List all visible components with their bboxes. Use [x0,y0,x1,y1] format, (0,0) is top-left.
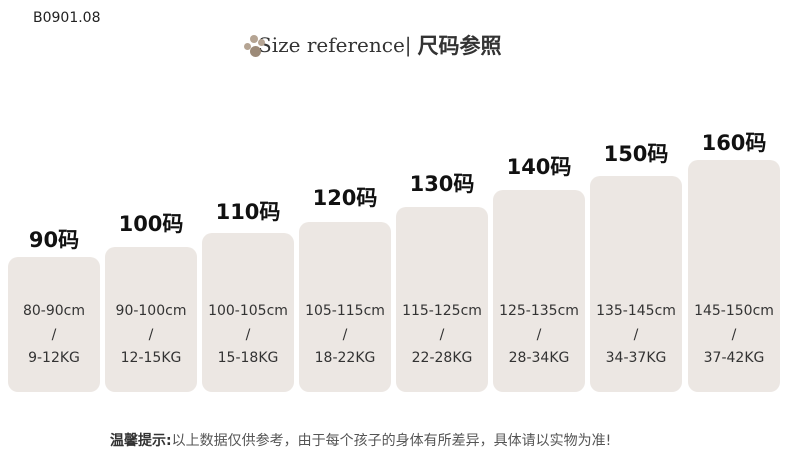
size-box [688,160,780,392]
size-info: 145-150cm / 37-42KG [688,300,780,371]
size-label: 160码 [701,131,767,155]
height-range: 145-150cm [694,303,774,319]
size-column: 160码 145-150cm / 37-42KG [688,0,780,392]
size-box [493,190,585,392]
size-info: 80-90cm / 9-12KG [8,300,100,371]
paw-icon [244,32,266,58]
size-box [105,247,197,392]
separator: / [51,326,57,343]
size-info: 135-145cm / 34-37KG [590,300,682,371]
separator: / [439,326,445,343]
size-info: 100-105cm / 15-18KG [202,300,294,371]
size-info: 115-125cm / 22-28KG [396,300,488,371]
separator: / [731,326,737,343]
height-range: 105-115cm [305,303,385,319]
height-range: 80-90cm [22,303,85,319]
notice: 温馨提示:以上数据仅供参考，由于每个孩子的身体有所差异，具体请以实物为准! [110,430,611,450]
weight-range: 22-28KG [411,350,473,366]
size-label: 150码 [603,142,669,166]
height-range: 115-125cm [402,303,482,319]
size-column: 110码 100-105cm / 15-18KG [202,0,294,392]
height-range: 90-100cm [115,303,187,319]
separator: / [148,326,154,343]
page-title: Size reference| 尺码参照 [244,30,502,60]
height-range: 100-105cm [208,303,288,319]
size-column: 150码 135-145cm / 34-37KG [590,0,682,392]
size-label: 130码 [409,172,475,196]
size-column: 100码 90-100cm / 12-15KG [105,0,197,392]
size-box [202,233,294,392]
size-label: 90码 [28,228,80,252]
size-box [299,222,391,392]
notice-label: 温馨提示: [110,433,172,449]
height-range: 125-135cm [499,303,579,319]
size-column: 130码 115-125cm / 22-28KG [396,0,488,392]
size-label: 110码 [215,200,281,224]
weight-range: 15-18KG [217,350,279,366]
weight-range: 34-37KG [605,350,667,366]
weight-range: 37-42KG [703,350,765,366]
size-label: 140码 [506,155,572,179]
size-box [396,207,488,392]
weight-range: 28-34KG [508,350,570,366]
notice-text: 以上数据仅供参考，由于每个孩子的身体有所差异，具体请以实物为准! [171,433,612,449]
size-info: 105-115cm / 18-22KG [299,300,391,371]
height-range: 135-145cm [596,303,676,319]
product-code: B0901.08 [33,10,101,26]
size-info: 90-100cm / 12-15KG [105,300,197,371]
size-label: 100码 [118,212,184,236]
size-column: 140码 125-135cm / 28-34KG [493,0,585,392]
size-column: 90码 80-90cm / 9-12KG [8,0,100,392]
size-label: 120码 [312,186,378,210]
separator: / [536,326,542,343]
title-english: Size reference| [258,33,412,57]
size-column: 120码 105-115cm / 18-22KG [299,0,391,392]
size-box [8,257,100,392]
weight-range: 9-12KG [28,350,80,366]
weight-range: 18-22KG [314,350,376,366]
separator: / [342,326,348,343]
weight-range: 12-15KG [120,350,182,366]
title-chinese: 尺码参照 [417,34,502,58]
size-info: 125-135cm / 28-34KG [493,300,585,371]
separator: / [633,326,639,343]
separator: / [245,326,251,343]
size-box [590,176,682,392]
